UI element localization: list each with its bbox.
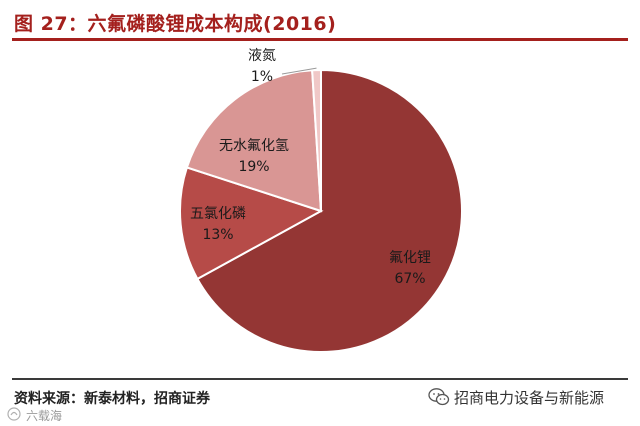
pie-slice-3 (185, 69, 323, 213)
slice-value-1: 67% (394, 271, 425, 287)
slice-value-3: 19% (238, 159, 269, 175)
watermark-text: 六载海 (26, 409, 63, 423)
source-divider (12, 378, 628, 380)
slice-label-2: 五氯化磷 (190, 206, 246, 222)
wechat-icon (428, 388, 450, 406)
slice-value-2: 13% (202, 227, 233, 243)
watermark: 六载海 (6, 404, 106, 424)
title-bar: 图 27：六氟磷酸锂成本构成(2016) (12, 6, 628, 41)
slice-label-3: 无水氟化氢 (219, 138, 289, 154)
slice-value-4: 1% (251, 69, 273, 85)
pie-slice-2 (179, 166, 324, 281)
pie-slice-1 (196, 68, 463, 353)
page-title: 图 27：六氟磷酸锂成本构成(2016) (14, 13, 337, 35)
pie-slice-4 (311, 68, 322, 212)
watermark-icon (7, 407, 21, 421)
slice-label-4: 液氮 (248, 48, 276, 64)
wechat-account: 招商电力设备与新能源 (428, 386, 633, 408)
wechat-account-name: 招商电力设备与新能源 (454, 389, 605, 407)
leader-line (281, 67, 317, 75)
slice-label-1: 氟化锂 (389, 250, 431, 266)
source-note: 资料来源：新泰材料，招商证券 (14, 391, 210, 407)
